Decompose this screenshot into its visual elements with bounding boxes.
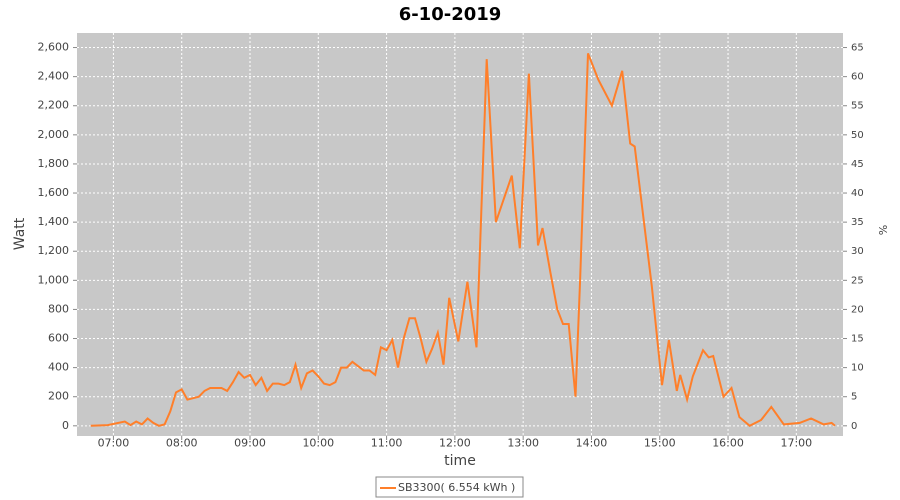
legend: SB3300( 6.554 kWh ) <box>375 476 524 498</box>
y-axis-label: Watt <box>12 217 28 250</box>
y2-tick-label: 15 <box>851 334 864 345</box>
x-tick-label: 16:00 <box>712 436 744 449</box>
x-tick-label: 13:00 <box>507 436 539 449</box>
legend-box <box>375 476 524 498</box>
y-tick-label: 1,000 <box>38 273 70 286</box>
x-axis-label: time <box>444 453 476 469</box>
y-tick-label: 2,400 <box>38 70 70 83</box>
legend-label: SB3300( 6.554 kWh ) <box>398 481 515 494</box>
x-tick-label: 09:00 <box>234 436 266 449</box>
y2-tick-label: 65 <box>851 43 864 54</box>
data-line <box>90 53 836 427</box>
y2-tick-label: 40 <box>851 188 864 199</box>
y-tick-label: 1,200 <box>38 244 70 257</box>
x-tick-label: 08:00 <box>166 436 198 449</box>
x-tick-label: 12:00 <box>439 436 471 449</box>
y-tick-label: 600 <box>48 332 69 345</box>
x-tick-label: 07:00 <box>98 436 130 449</box>
y2-tick-label: 55 <box>851 101 864 112</box>
y-tick-label: 2,600 <box>38 41 70 54</box>
y-tick-label: 200 <box>48 390 69 403</box>
y2-tick-label: 0 <box>851 421 857 432</box>
y2-axis-label: % <box>876 225 889 235</box>
y-tick-label: 2,200 <box>38 99 70 112</box>
x-tick-label: 17:00 <box>780 436 812 449</box>
y2-tick-label: 25 <box>851 275 864 286</box>
y2-tick-label: 30 <box>851 246 864 257</box>
x-tick-label: 10:00 <box>302 436 334 449</box>
y2-tick-label: 20 <box>851 304 864 315</box>
plot-area <box>77 33 843 436</box>
y2-tick-label: 35 <box>851 217 864 228</box>
y2-tick-label: 45 <box>851 159 864 170</box>
y2-tick-label: 5 <box>851 392 857 403</box>
y-tick-label: 800 <box>48 302 69 315</box>
y-tick-label: 400 <box>48 361 69 374</box>
x-tick-label: 14:00 <box>576 436 608 449</box>
y-tick-label: 1,600 <box>38 186 70 199</box>
y-tick-label: 1,400 <box>38 215 70 228</box>
y2-tick-label: 50 <box>851 130 864 141</box>
y-tick-label: 1,800 <box>38 157 70 170</box>
y-tick-label: 0 <box>62 419 69 432</box>
chart-title: 6-10-2019 <box>399 4 502 25</box>
y2-tick-label: 60 <box>851 72 864 83</box>
x-tick-label: 11:00 <box>371 436 403 449</box>
y2-tick-label: 10 <box>851 363 864 374</box>
y-tick-label: 2,000 <box>38 128 70 141</box>
x-tick-label: 15:00 <box>644 436 676 449</box>
